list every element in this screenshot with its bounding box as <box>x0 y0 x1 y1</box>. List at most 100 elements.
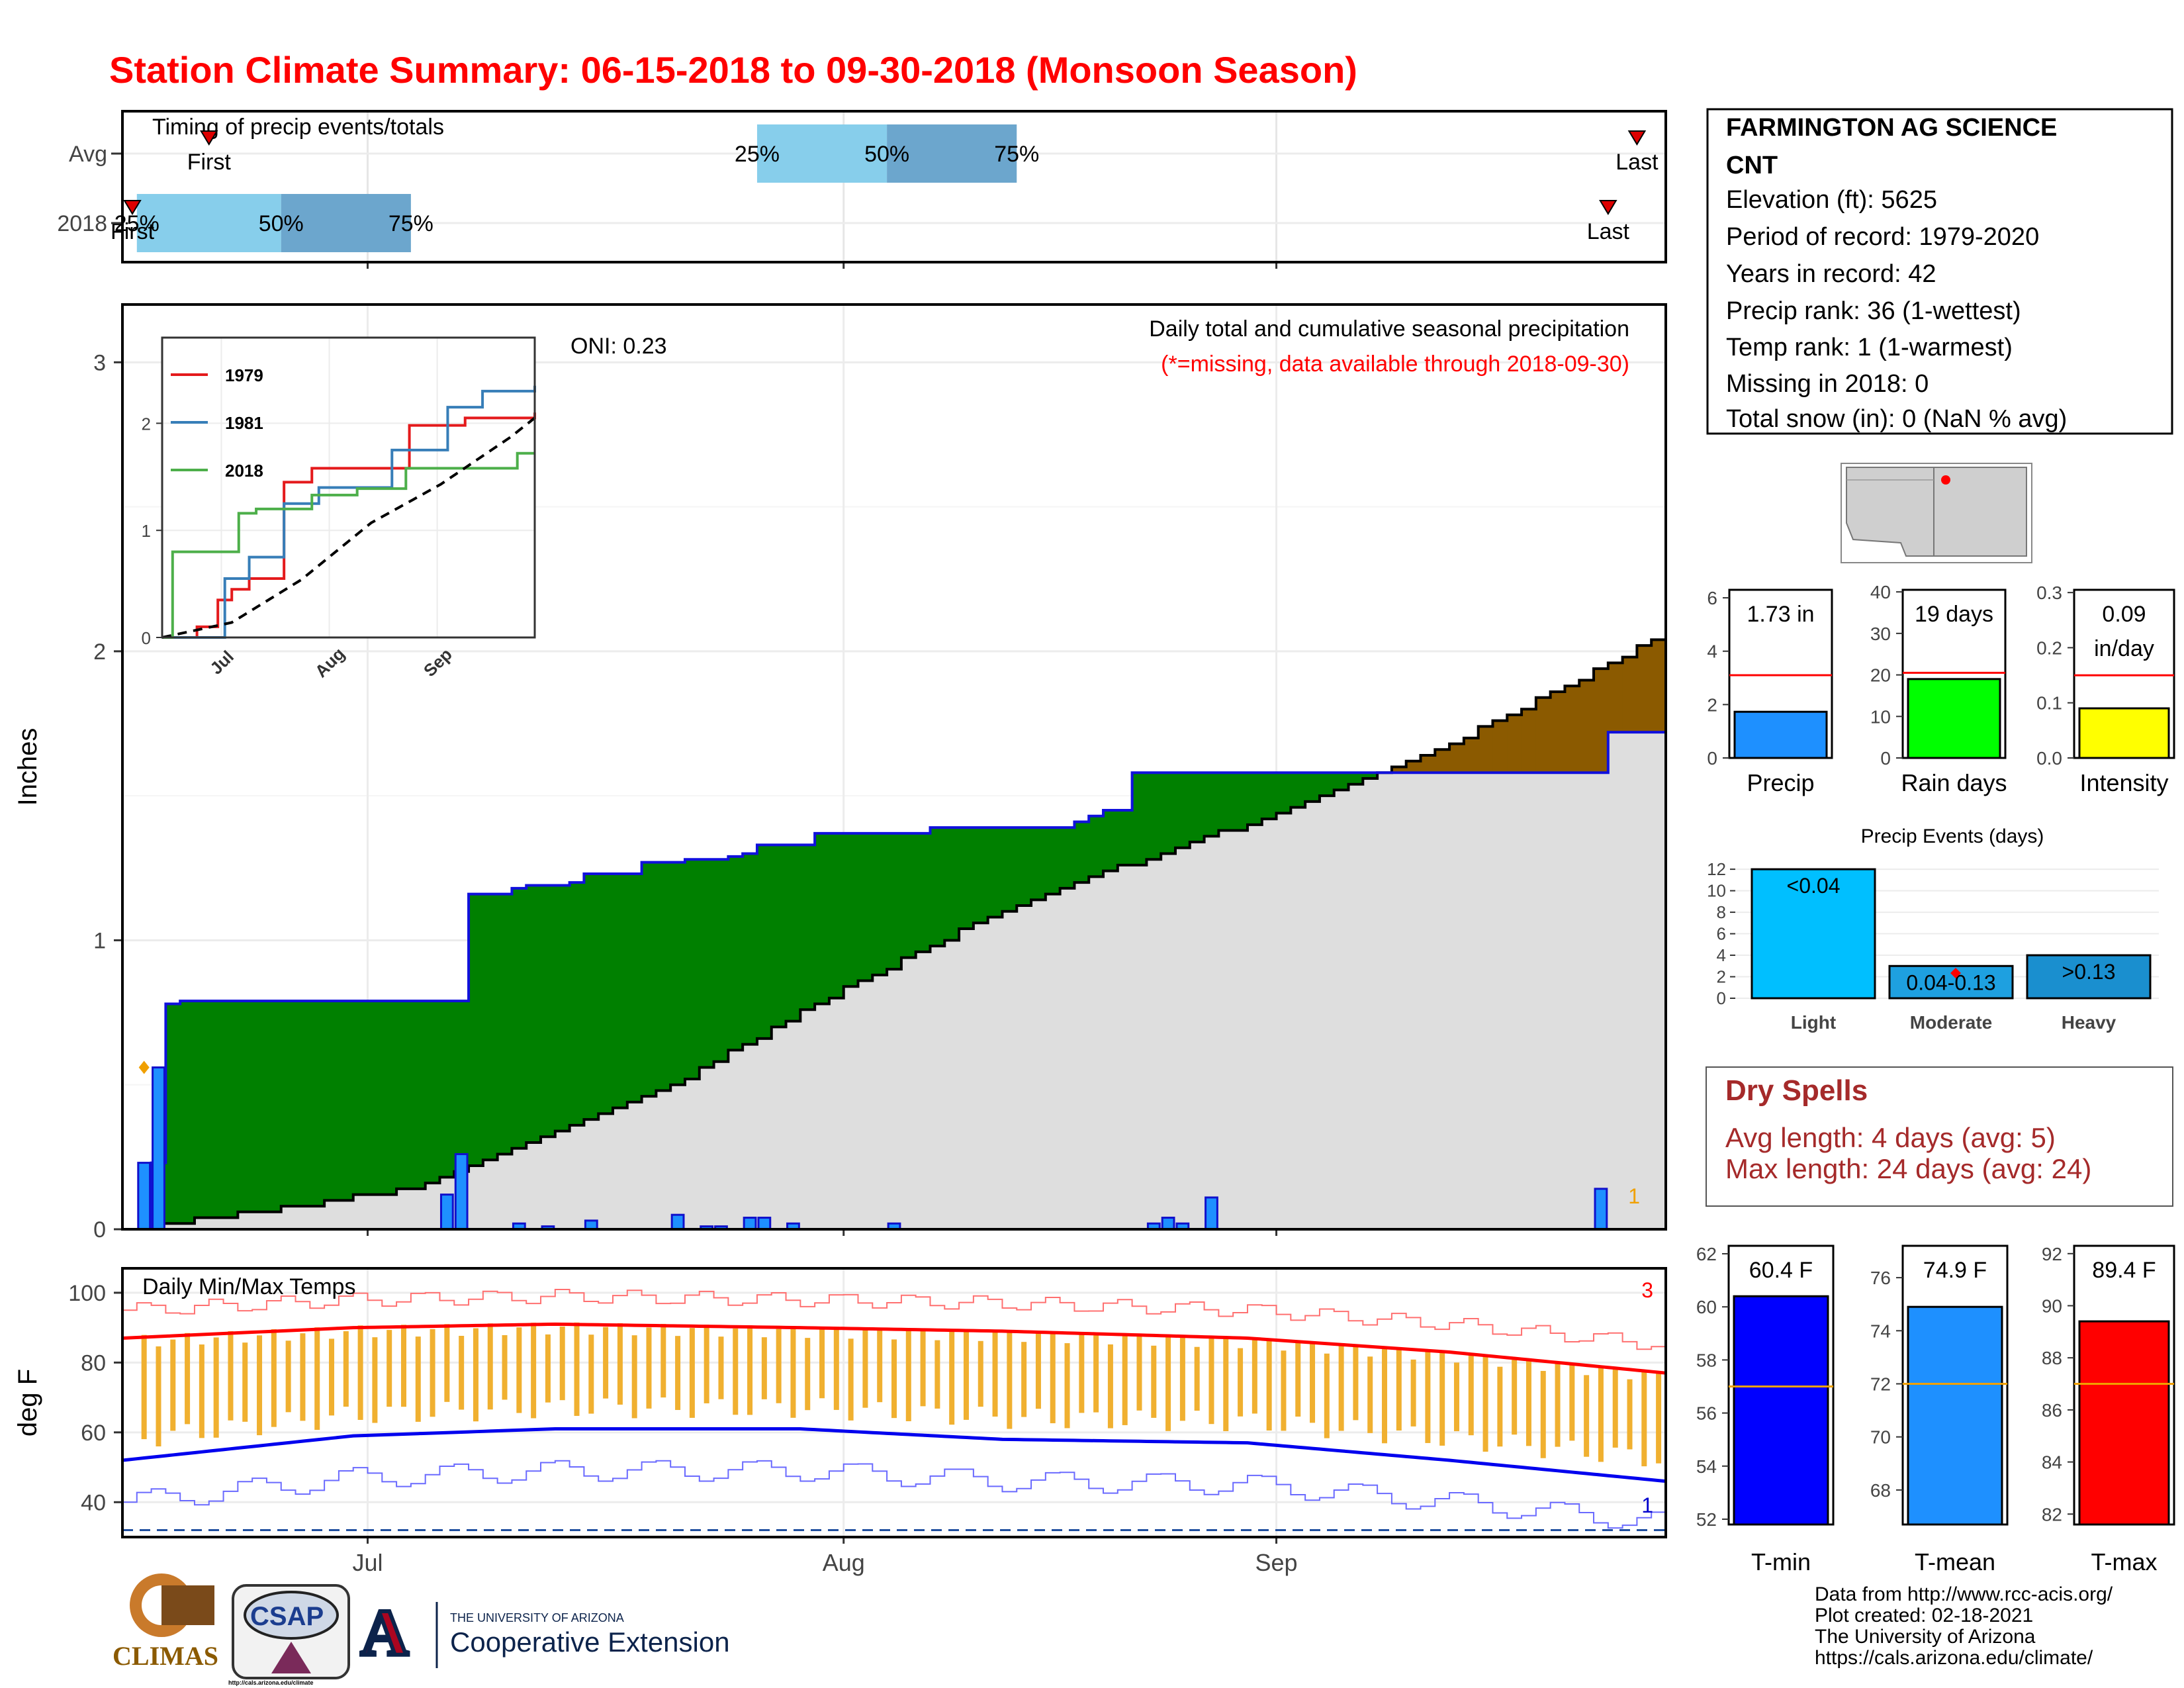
small-bar-tick: 74 <box>1870 1321 1891 1341</box>
small-bar-value <box>1907 1305 2003 1526</box>
small-bar-value <box>2078 1320 2170 1526</box>
cumulative-2018-line <box>122 731 1666 1231</box>
daily-temp-bar <box>718 1336 724 1399</box>
surplus-area <box>208 1001 224 1218</box>
daily-temp-bar <box>1641 1370 1647 1467</box>
surplus-area <box>165 1004 181 1224</box>
small-bar-value-label: 74.9 F <box>1923 1258 1987 1283</box>
event-category: Moderate <box>1910 1012 1992 1033</box>
daily-temp-bar <box>1396 1348 1402 1431</box>
daily-temp-bar <box>1208 1337 1214 1425</box>
inset-avg-line <box>161 416 536 639</box>
timing-label-75: 75% <box>994 142 1039 167</box>
footer-logos: CLIMAS CSAP http://cals.arizona.edu/clim… <box>113 1573 2113 1686</box>
legend-label: 2018 <box>225 461 263 481</box>
surplus-area <box>180 1001 195 1224</box>
max-precip-marker <box>138 1060 150 1074</box>
surplus-area <box>1146 773 1161 860</box>
deficit-area <box>1492 720 1508 773</box>
legend-label: 1981 <box>225 413 263 433</box>
small-bar-tick: 0.0 <box>2036 748 2062 769</box>
deficit-area <box>1637 645 1652 733</box>
surplus-area <box>569 882 585 1125</box>
small-bar-value <box>1733 710 1828 759</box>
daily-temp-bar <box>1179 1335 1185 1421</box>
daily-temp-bar <box>1107 1344 1113 1429</box>
events-y-tick: 6 <box>1717 924 1726 944</box>
y-tick-label: 1 <box>93 928 106 953</box>
timing-row-label: 2018 <box>57 211 107 236</box>
surplus-area <box>641 862 657 1097</box>
climas-text: CLIMAS <box>113 1641 218 1671</box>
station-name-2: CNT <box>1726 152 1778 179</box>
deficit-area <box>1579 680 1594 773</box>
surplus-area <box>756 845 772 1039</box>
surplus-area <box>1261 773 1277 820</box>
event-marker <box>1950 968 1961 978</box>
daily-temp-bar <box>1410 1359 1416 1427</box>
small-bar-tick: 10 <box>1870 706 1891 727</box>
daily-temp-bar <box>170 1339 176 1431</box>
daily-temp-bar <box>1122 1335 1128 1425</box>
daily-temp-bar <box>1425 1350 1431 1443</box>
small-bar-tick: 0 <box>1880 748 1891 769</box>
daily-temp-bar <box>400 1325 406 1407</box>
daily-temp-bar <box>704 1325 709 1403</box>
events-y-tick: 2 <box>1717 967 1726 987</box>
temperature-bars: 52 54 56 58 60 62 60.4 F T-min 68 70 72 74 76 74.9 F T… <box>1696 1244 2175 1575</box>
surplus-area <box>598 874 614 1114</box>
daily-temp-bar <box>314 1327 320 1430</box>
ua-text-2: Cooperative Extension <box>450 1626 730 1658</box>
small-bar-tick: 62 <box>1696 1244 1717 1264</box>
y-axis-title: Inches <box>13 728 42 806</box>
daily-temp-bar <box>559 1326 565 1401</box>
station-info-box: FARMINGTON AG SCIENCE CNT Elevation (ft)… <box>1706 108 2173 435</box>
surplus-area <box>555 885 570 1131</box>
daily-precip-bar <box>152 1066 165 1231</box>
daily-temp-bar <box>1324 1353 1330 1438</box>
small-bar-tick: 0 <box>1707 748 1717 769</box>
small-bar-tick: 88 <box>2042 1348 2062 1368</box>
daily-temp-bar <box>228 1331 234 1421</box>
svg-text:A: A <box>361 1596 408 1669</box>
small-bar-label: T-max <box>2091 1548 2157 1575</box>
surplus-area <box>1132 773 1148 865</box>
daily-temp-bar <box>473 1328 478 1422</box>
surplus-area <box>1348 773 1363 784</box>
timing-bar-25-50 <box>756 124 887 183</box>
surplus-area <box>1363 773 1378 778</box>
precip-panel: Daily total and cumulative seasonal prec… <box>13 303 1667 1243</box>
surplus-area <box>973 827 989 923</box>
daily-temp-bar <box>271 1329 277 1427</box>
surplus-area <box>1334 773 1349 790</box>
daily-temp-bar <box>1512 1357 1518 1435</box>
deficit-area <box>1463 737 1479 773</box>
temp-frame <box>121 1267 1667 1538</box>
y-tick-label: 2 <box>93 639 106 665</box>
surplus-area <box>1017 827 1032 906</box>
small-bar-tick: 92 <box>2042 1244 2062 1264</box>
daily-temp-bar <box>747 1325 753 1415</box>
small-bar-label: T-min <box>1751 1548 1811 1575</box>
daily-temp-bar <box>848 1338 854 1421</box>
daily-temp-bar <box>343 1331 349 1407</box>
daily-temp-bar <box>1612 1368 1618 1448</box>
tmax-normal-line <box>122 1322 1666 1375</box>
surplus-area <box>353 1001 369 1195</box>
surplus-area <box>425 1001 441 1184</box>
timing-label-50: 50% <box>259 211 304 236</box>
daily-temp-bar <box>1656 1372 1662 1464</box>
daily-precip-bar <box>743 1217 757 1231</box>
daily-precip-bar <box>757 1217 772 1231</box>
small-bar-tick: 0.1 <box>2036 693 2062 714</box>
surplus-area <box>1305 773 1320 802</box>
dry-spells-max: Max length: 24 days (avg: 24) <box>1725 1153 2091 1184</box>
daily-temp-bar <box>920 1328 926 1407</box>
daily-temp-bar <box>1194 1346 1200 1411</box>
surplus-area <box>1175 773 1191 848</box>
daily-temp-bar <box>185 1333 191 1425</box>
deficit-area <box>1651 639 1666 733</box>
deficit-area <box>1594 669 1609 773</box>
small-bar-value-label: 19 days <box>1915 602 1993 627</box>
daily-temp-bar <box>1021 1342 1027 1417</box>
